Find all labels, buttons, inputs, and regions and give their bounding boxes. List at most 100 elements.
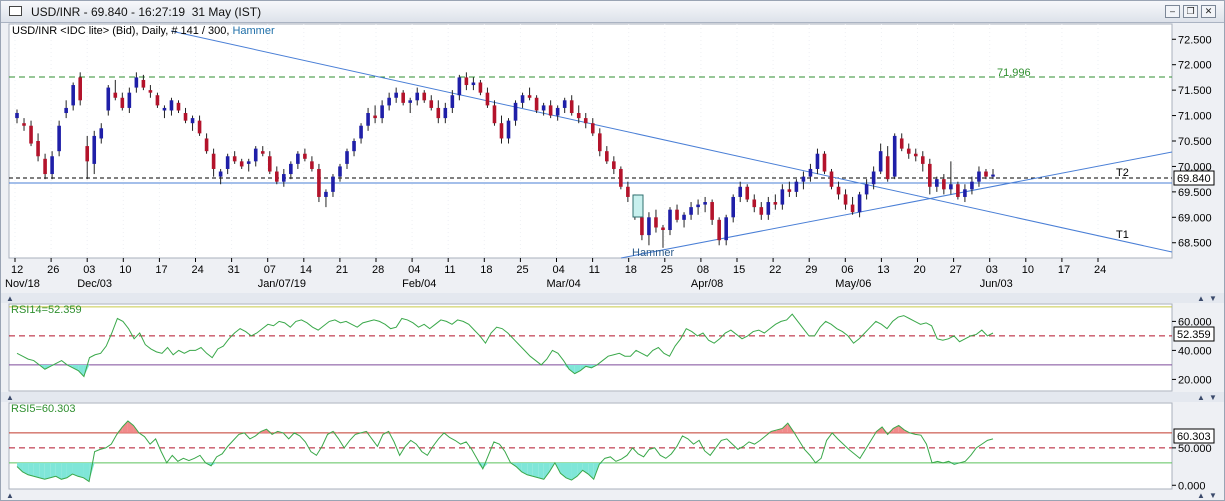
candle-body[interactable] [731, 196, 736, 218]
candle-body[interactable] [787, 189, 792, 192]
candle-body[interactable] [366, 113, 370, 126]
candle-body[interactable] [984, 171, 988, 177]
candle-body[interactable] [605, 151, 609, 162]
candle-body[interactable] [303, 153, 307, 159]
candle-body[interactable] [296, 153, 300, 164]
candle-body[interactable] [218, 171, 223, 177]
close-icon[interactable]: ✕ [1201, 5, 1216, 18]
rsi14-polyline[interactable] [16, 313, 994, 378]
candle-body[interactable] [176, 102, 181, 111]
candle-body[interactable] [920, 156, 925, 164]
candle-body[interactable] [464, 77, 469, 86]
candle-body[interactable] [661, 227, 665, 231]
candle-body[interactable] [169, 100, 174, 111]
candle-body[interactable] [555, 107, 560, 116]
candle-body[interactable] [64, 107, 68, 114]
candle-body[interactable] [113, 92, 118, 98]
candle-body[interactable] [527, 95, 532, 98]
candle-body[interactable] [78, 77, 82, 101]
candle-body[interactable] [899, 138, 904, 149]
candle-body[interactable] [204, 138, 209, 152]
candle-body[interactable] [499, 123, 504, 139]
candle-body[interactable] [289, 163, 293, 175]
candle-body[interactable] [401, 92, 405, 103]
candle-body[interactable] [977, 171, 981, 182]
candle-body[interactable] [457, 77, 462, 96]
candle-body[interactable] [752, 199, 757, 208]
candle-body[interactable] [148, 90, 153, 93]
candle-body[interactable] [836, 186, 841, 195]
candle-body[interactable] [689, 207, 693, 215]
candle-body[interactable] [422, 92, 427, 101]
bottom-collapse-icon[interactable]: ▲ [6, 491, 14, 500]
candle-body[interactable] [878, 151, 883, 172]
candle-body[interactable] [590, 123, 595, 134]
hammer-marker[interactable] [632, 194, 644, 218]
candle-body[interactable] [253, 148, 258, 162]
candle-body[interactable] [766, 202, 771, 215]
candle-body[interactable] [928, 163, 932, 187]
candle-body[interactable] [232, 156, 237, 162]
candle-body[interactable] [57, 125, 61, 152]
candle-body[interactable] [864, 184, 869, 195]
candle-body[interactable] [913, 153, 918, 157]
candle-body[interactable] [134, 77, 139, 88]
candle-body[interactable] [717, 219, 721, 241]
candle-body[interactable] [36, 141, 40, 157]
candle-body[interactable] [696, 204, 700, 208]
rsi5-collapse-icon[interactable]: ▲ [6, 393, 14, 402]
candle-body[interactable] [963, 189, 967, 197]
candle-body[interactable] [43, 158, 47, 175]
candle-body[interactable] [773, 202, 778, 205]
bottom-move-down-icon[interactable]: ▼ [1209, 491, 1217, 500]
candle-body[interactable] [127, 92, 132, 108]
candle-body[interactable] [892, 135, 897, 177]
candle-body[interactable] [738, 186, 743, 197]
title-bar[interactable]: USD/INR - 69.840 - 16:27:19 31 May (IST)… [1, 1, 1224, 23]
rsi5-polyline[interactable] [16, 420, 994, 483]
candle-body[interactable] [562, 100, 567, 108]
candle-body[interactable] [654, 217, 658, 228]
candle-body[interactable] [15, 113, 19, 119]
candle-body[interactable] [815, 153, 820, 169]
candle-body[interactable] [942, 179, 946, 190]
candle-body[interactable] [415, 92, 420, 101]
rsi5-move-down-icon[interactable]: ▼ [1209, 393, 1217, 402]
candle-body[interactable] [359, 125, 363, 139]
candle-body[interactable] [190, 118, 195, 124]
trendline-t1[interactable] [170, 30, 1173, 253]
candle-body[interactable] [310, 161, 314, 169]
candle-body[interactable] [794, 181, 799, 192]
candle-body[interactable] [22, 123, 26, 126]
candle-body[interactable] [85, 146, 90, 162]
candle-body[interactable] [520, 95, 525, 103]
candle-body[interactable] [380, 105, 384, 119]
candle-body[interactable] [274, 171, 279, 182]
candle-body[interactable] [970, 181, 974, 190]
candle-body[interactable] [345, 151, 349, 164]
candle-body[interactable] [92, 135, 97, 164]
candle-body[interactable] [850, 204, 855, 213]
candle-body[interactable] [506, 120, 511, 139]
candle-body[interactable] [239, 161, 244, 167]
candle-body[interactable] [408, 100, 413, 103]
candle-body[interactable] [703, 202, 707, 205]
candle-body[interactable] [197, 120, 202, 134]
candle-body[interactable] [906, 148, 911, 154]
candle-body[interactable] [534, 97, 539, 111]
candle-body[interactable] [29, 125, 33, 144]
candle-body[interactable] [492, 105, 497, 124]
candle-body[interactable] [548, 105, 553, 116]
candle-body[interactable] [576, 113, 581, 119]
rsi14-collapse-icon[interactable]: ▲ [6, 294, 14, 303]
candle-body[interactable] [668, 209, 672, 231]
candle-body[interactable] [991, 174, 995, 177]
candle-body[interactable] [513, 102, 518, 121]
candle-body[interactable] [450, 95, 455, 108]
candle-body[interactable] [443, 107, 448, 119]
candle-body[interactable] [612, 161, 616, 169]
candle-body[interactable] [225, 156, 230, 169]
candle-body[interactable] [211, 153, 216, 169]
trendline-t2[interactable] [620, 151, 1173, 259]
candle-body[interactable] [99, 128, 104, 139]
